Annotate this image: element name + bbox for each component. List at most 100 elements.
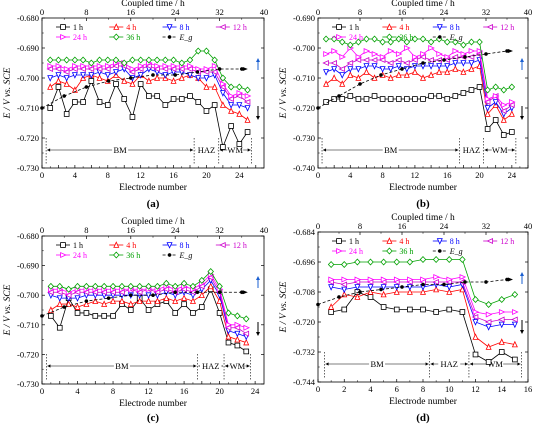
top-x-tick-label: 0: [316, 7, 320, 17]
region-arrow-head-left: [484, 148, 488, 152]
series-end-arrow: [508, 277, 513, 282]
data-point: [511, 340, 518, 348]
data-point: [172, 297, 179, 304]
legend-item-8h: 8 h: [162, 241, 190, 250]
region-label-bg: [229, 361, 246, 371]
data-point: [84, 85, 89, 89]
data-point: [355, 66, 362, 73]
x-tick-label: 8: [380, 170, 384, 180]
series-4h: [47, 282, 250, 346]
data-point: [347, 93, 354, 99]
legend-label: 12 h: [500, 23, 514, 32]
region-arrow-head-left: [430, 362, 434, 366]
data-point: [428, 71, 435, 78]
top-x-tick-label: 16: [398, 7, 407, 17]
legend-item-8h: 8 h: [162, 23, 190, 32]
legend-swatch-marker: [486, 237, 494, 245]
x-tick-label: 4: [348, 170, 353, 180]
series-e_g: [40, 67, 248, 110]
y-tick-label: -0.730: [17, 379, 39, 389]
data-point: [446, 306, 453, 313]
data-point: [162, 56, 169, 64]
data-point: [323, 69, 330, 76]
data-point: [476, 47, 484, 55]
data-point: [163, 279, 170, 287]
data-point: [227, 83, 235, 91]
data-point: [509, 98, 516, 106]
top-x-tick-label: 8: [84, 225, 88, 235]
region-arrow-head-right: [511, 148, 515, 152]
y-tick-label: -0.708: [293, 287, 315, 297]
top-x-tick-label: 40: [524, 221, 533, 231]
data-point: [80, 99, 86, 105]
x-tick-label: 20: [202, 170, 211, 180]
legend-label-e: E_g: [449, 33, 463, 42]
data-point: [347, 41, 354, 49]
legend-label-e: E_g: [179, 251, 193, 260]
data-point: [323, 50, 330, 58]
data-point: [74, 295, 81, 302]
data-point: [354, 284, 361, 291]
data-point: [55, 77, 62, 84]
legend-item-8h: 8 h: [432, 23, 460, 32]
panel-label: (d): [416, 412, 430, 424]
data-point: [476, 38, 483, 46]
region-label-bm: BM: [370, 359, 384, 369]
top-x-axis-title: Coupled time / h: [391, 0, 455, 9]
data-point: [436, 93, 442, 99]
y-axis-title: E / V vs. SCE: [3, 67, 13, 119]
x-tick-label: 0: [316, 384, 320, 394]
region-label-bg: [195, 145, 218, 155]
data-point: [331, 66, 338, 73]
top-x-axis-title: Coupled time / h: [391, 213, 455, 223]
data-point: [406, 258, 414, 266]
data-point: [393, 288, 400, 295]
x-tick-label: 20: [215, 386, 224, 396]
data-point: [387, 47, 395, 55]
data-point: [170, 62, 178, 70]
data-point: [101, 313, 107, 319]
data-point: [225, 321, 233, 328]
data-point: [339, 53, 346, 61]
series-e_g: [40, 290, 248, 318]
data-point: [484, 318, 492, 326]
data-point: [243, 324, 250, 331]
data-point: [180, 279, 188, 287]
data-point: [145, 282, 152, 290]
data-point: [459, 273, 467, 281]
region-label-bg: [460, 145, 483, 155]
data-point: [419, 74, 427, 81]
data-point: [112, 69, 120, 76]
legend-swatch-marker: [386, 247, 393, 255]
data-point: [395, 63, 402, 70]
data-point: [162, 102, 169, 108]
region-label-haz: HAZ: [441, 359, 458, 369]
data-point: [446, 276, 454, 283]
data-point: [387, 74, 394, 81]
legend-label: 4 h: [126, 241, 136, 250]
data-point: [96, 56, 103, 64]
data-point: [387, 66, 394, 73]
x-tick-label: 20: [475, 170, 484, 180]
data-point: [55, 84, 62, 90]
legend-label: 4 h: [399, 237, 409, 246]
legend-label: 24 h: [73, 251, 87, 260]
data-point: [154, 74, 161, 81]
legend-swatch-marker: [60, 33, 67, 41]
y-tick-label: -0.696: [293, 257, 315, 267]
data-point: [104, 72, 111, 79]
data-point: [485, 343, 492, 350]
data-point: [472, 351, 479, 358]
legend-label: 12 h: [233, 23, 247, 32]
data-point: [80, 72, 87, 79]
region-label-bg: [382, 145, 399, 155]
region-label-bg: [487, 359, 504, 369]
data-point: [220, 80, 227, 88]
x-tick-label: 12: [411, 170, 420, 180]
data-point: [84, 299, 89, 303]
top-x-tick-label: 8: [358, 7, 362, 17]
legend-label: 36 h: [126, 251, 140, 260]
series-end-arrow: [242, 290, 248, 295]
data-point: [412, 96, 418, 102]
data-point: [484, 95, 492, 103]
